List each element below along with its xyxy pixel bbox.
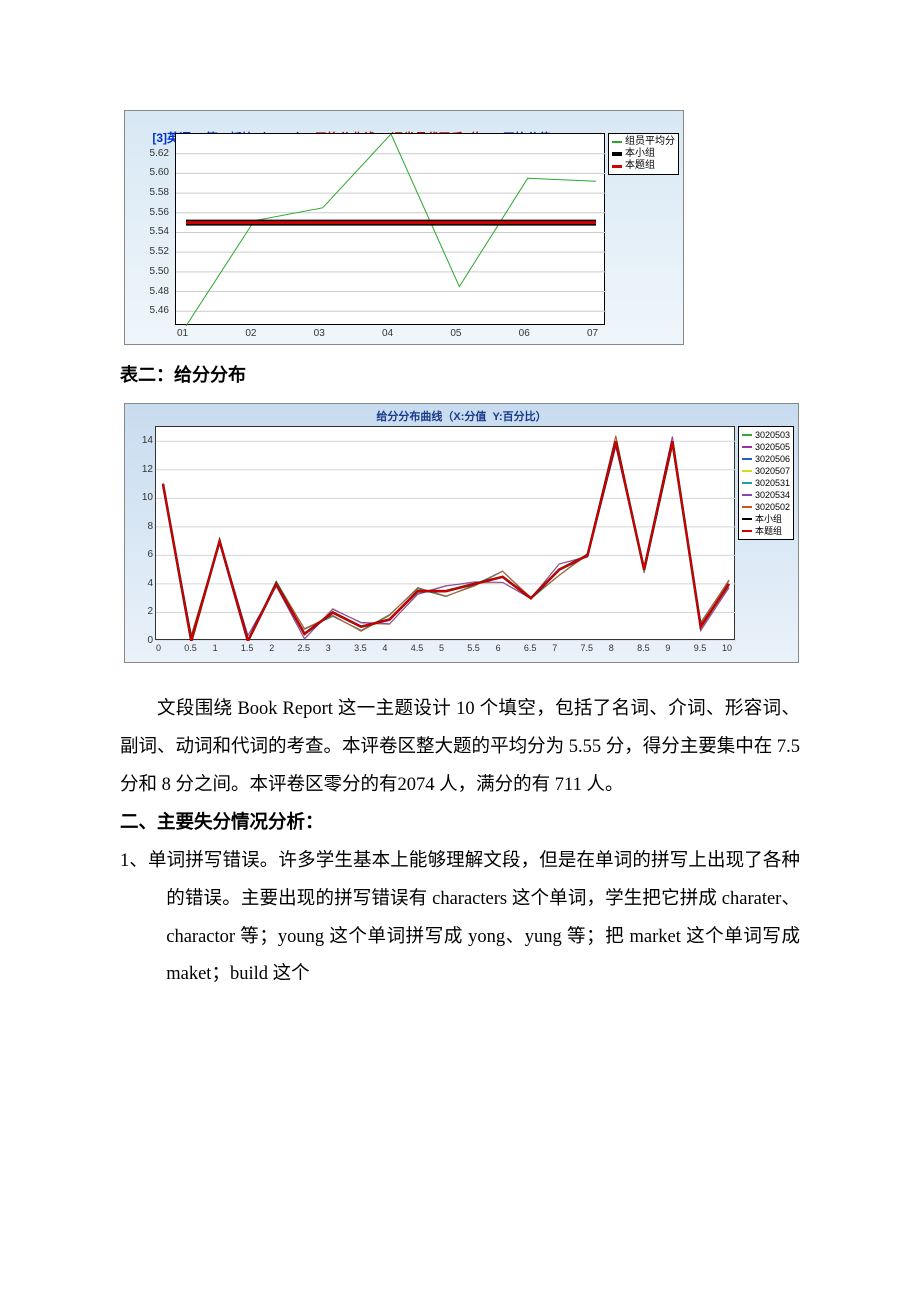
legend-label: 组员平均分 xyxy=(625,136,675,148)
legend-row: 本小组 xyxy=(612,148,675,160)
chart1-legend: 组员平均分 本小组 本题组 xyxy=(608,133,679,175)
section-heading-2: 二、主要失分情况分析： xyxy=(120,805,800,843)
chart-score-dist: 给分分布曲线（X:分值 Y:百分比） 302050330205053020506… xyxy=(124,403,799,663)
list-item-1: 1、单词拼写错误。许多学生基本上能够理解文段，但是在单词的拼写上出现了各种的错误… xyxy=(120,843,800,995)
legend-row: 本题组 xyxy=(612,160,675,172)
chart-avg-score: [3]英语[2]第二板块（61-70） 平均分曲线(X:评卷员代码后2位 Y:平… xyxy=(124,110,684,345)
legend-row: 组员平均分 xyxy=(612,136,675,148)
legend-label: 本题组 xyxy=(625,160,655,172)
paragraph-intro: 文段围绕 Book Report 这一主题设计 10 个填空，包括了名词、介词、… xyxy=(120,691,800,805)
chart2-title: 给分分布曲线（X:分值 Y:百分比） xyxy=(376,408,546,424)
caption-table2: 表二：给分分布 xyxy=(120,361,800,387)
list-text: 单词拼写错误。许多学生基本上能够理解文段，但是在单词的拼写上出现了各种的错误。主… xyxy=(148,851,800,985)
chart2-plot-area xyxy=(155,426,735,640)
chart2-legend: 3020503302050530205063020507302053130205… xyxy=(738,426,794,540)
legend-label: 本小组 xyxy=(625,148,655,160)
chart1-plot-area xyxy=(175,133,605,325)
list-num: 1、 xyxy=(120,851,148,871)
